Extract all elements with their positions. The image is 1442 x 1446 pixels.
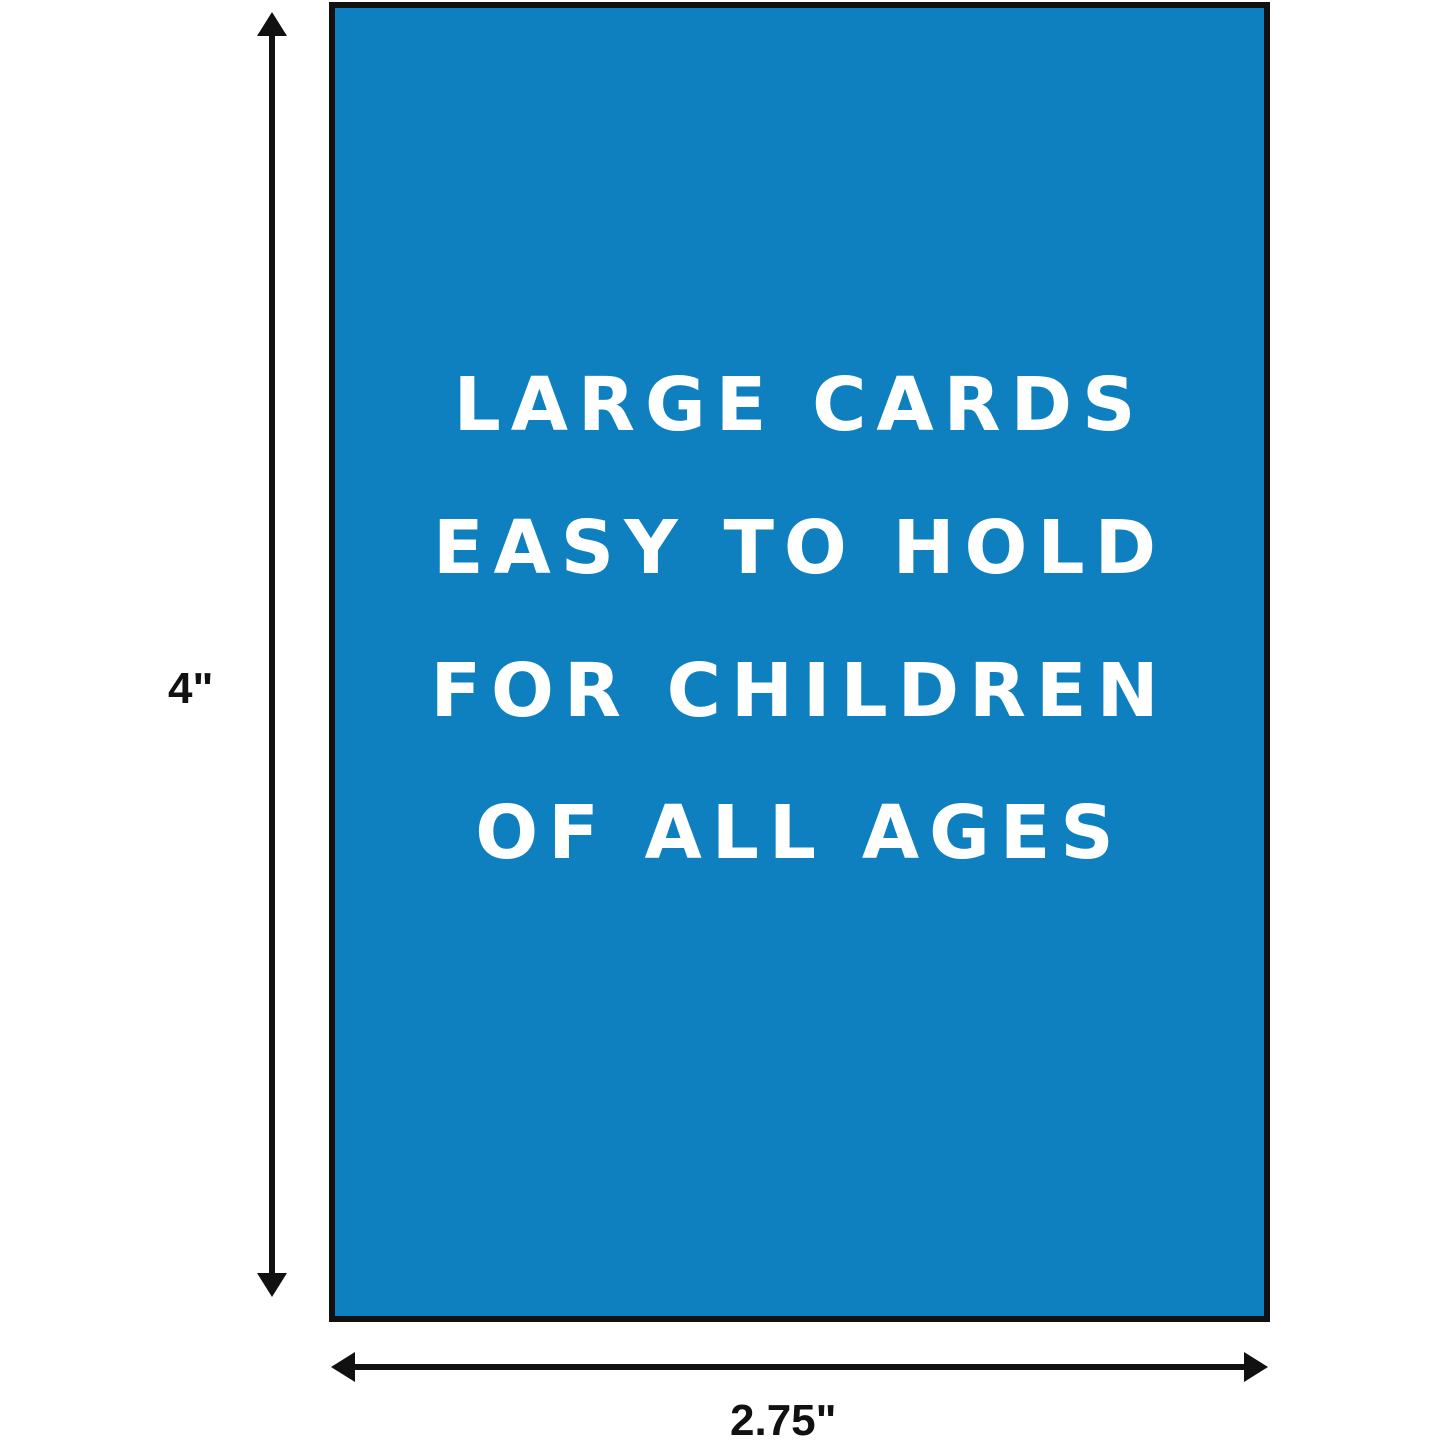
height-arrow xyxy=(257,12,287,1297)
card-text-line: OF ALL AGES xyxy=(475,790,1124,876)
card-text-line: LARGE CARDS xyxy=(453,362,1146,448)
height-label: 4" xyxy=(168,664,214,713)
width-label: 2.75" xyxy=(730,1396,837,1445)
width-arrow xyxy=(331,1352,1268,1382)
card-text-line: FOR CHILDREN xyxy=(430,648,1169,734)
card: LARGE CARDS EASY TO HOLD FOR CHILDREN OF… xyxy=(329,2,1270,1322)
card-text-line: EASY TO HOLD xyxy=(432,505,1167,591)
